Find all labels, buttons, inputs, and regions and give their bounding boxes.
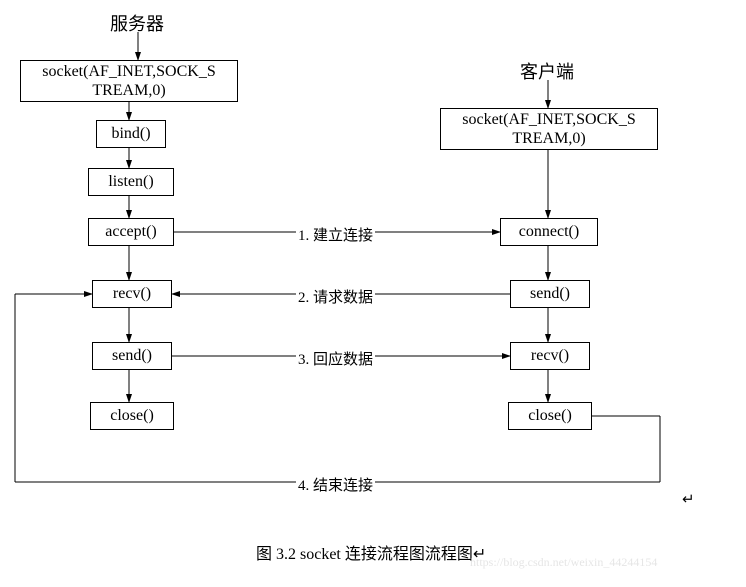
- node-s_recv: recv(): [92, 280, 172, 308]
- edge-label-e1: 1. 建立连接: [296, 224, 375, 245]
- watermark: https://blog.csdn.net/weixin_44244154: [470, 555, 657, 570]
- node-s_bind: bind(): [96, 120, 166, 148]
- caption: 图 3.2 socket 连接流程图流程图↵: [256, 540, 486, 564]
- title-client: 客户端: [520, 58, 574, 84]
- node-s_accept: accept(): [88, 218, 174, 246]
- return-mark: ↵: [680, 490, 697, 509]
- node-c_recv: recv(): [510, 342, 590, 370]
- node-s_listen: listen(): [88, 168, 174, 196]
- title-server: 服务器: [110, 10, 164, 36]
- node-s_close: close(): [90, 402, 174, 430]
- edge-label-e2: 2. 请求数据: [296, 286, 375, 307]
- node-c_connect: connect(): [500, 218, 598, 246]
- node-s_send: send(): [92, 342, 172, 370]
- node-c_send: send(): [510, 280, 590, 308]
- edge-label-e4: 4. 结束连接: [296, 474, 375, 495]
- edge-label-e3: 3. 回应数据: [296, 348, 375, 369]
- node-c_close: close(): [508, 402, 592, 430]
- node-c_socket: socket(AF_INET,SOCK_S TREAM,0): [440, 108, 658, 150]
- node-s_socket: socket(AF_INET,SOCK_S TREAM,0): [20, 60, 238, 102]
